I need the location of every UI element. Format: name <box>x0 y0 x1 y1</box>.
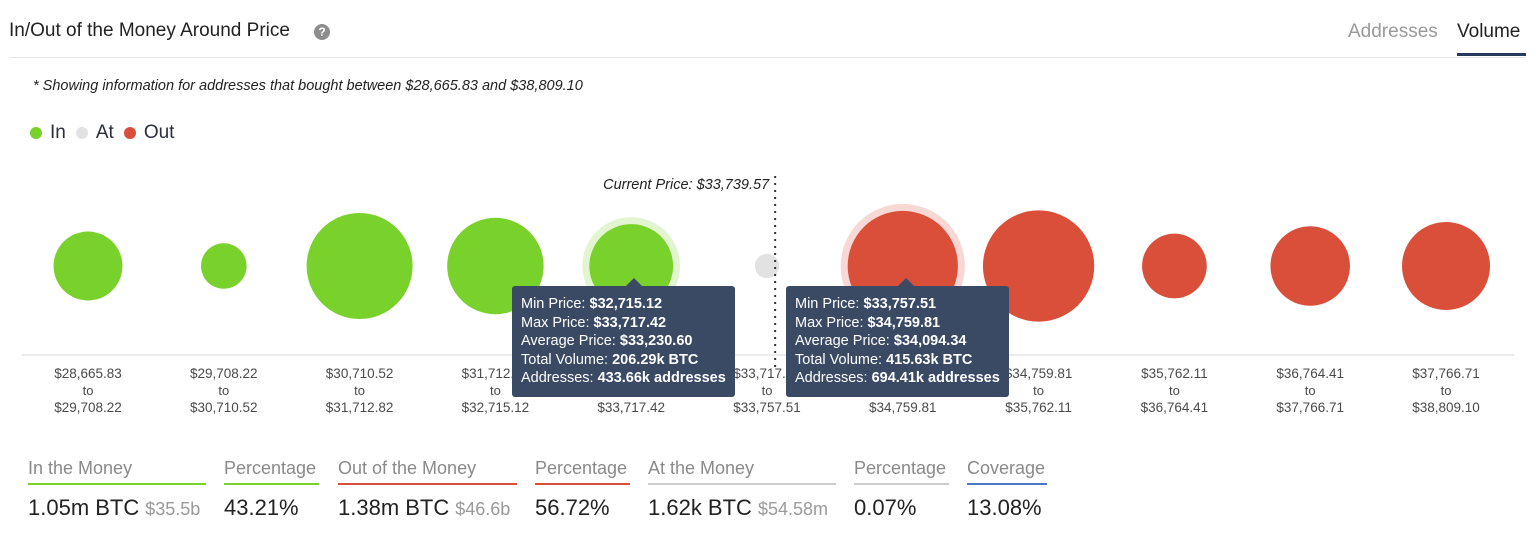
bubble-in-2[interactable] <box>306 213 413 319</box>
bubble-out-10[interactable] <box>1402 222 1490 310</box>
summary-stats: In the Money 1.05m BTC $35.5b Percentage … <box>0 458 1536 528</box>
range-label-10-1: to <box>1441 383 1452 398</box>
stat-at-percentage: Percentage 0.07% <box>854 458 949 521</box>
range-label-9-2: $37,766.71 <box>1276 400 1344 415</box>
stat-value: 1.05m BTC <box>28 495 140 520</box>
range-label-1-0: $29,708.22 <box>190 366 258 381</box>
range-label-2-1: to <box>354 383 365 398</box>
legend-item-out[interactable]: Out <box>123 122 175 144</box>
range-label-5-1: to <box>762 383 773 398</box>
range-label-2-0: $30,710.52 <box>326 366 394 381</box>
stat-in-percentage: Percentage 43.21% <box>224 458 319 521</box>
tab-addresses[interactable]: Addresses <box>1348 21 1438 42</box>
bubble-in-0[interactable] <box>53 231 123 301</box>
stat-at-the-money: At the Money 1.62k BTC $54.58m <box>648 458 836 521</box>
legend-dot-in <box>30 127 42 139</box>
stat-label: Coverage <box>967 458 1047 485</box>
range-label-7-1: to <box>1033 383 1044 398</box>
range-label-1-2: $30,710.52 <box>190 400 258 415</box>
legend-dot-out <box>123 127 136 139</box>
legend-label-at: At <box>95 122 114 143</box>
stat-label: Percentage <box>854 458 949 485</box>
stat-label: Percentage <box>535 458 630 485</box>
stat-coverage: Coverage 13.08% <box>967 458 1047 521</box>
active-tab-indicator <box>1457 53 1526 56</box>
tooltip-in-bubble: Min Price: $32,715.12 Max Price: $33,717… <box>512 278 735 397</box>
page-title: In/Out of the Money Around Price <box>9 20 290 41</box>
bubble-at-5[interactable] <box>754 253 780 279</box>
range-label-0-1: to <box>83 383 94 398</box>
help-icon[interactable]: ? <box>314 24 330 40</box>
range-label-8-1: to <box>1169 383 1180 398</box>
bubble-out-9[interactable] <box>1270 226 1350 306</box>
legend-dot-at <box>75 127 88 139</box>
stat-out-of-the-money: Out of the Money 1.38m BTC $46.6b <box>338 458 517 521</box>
range-label-0-2: $29,708.22 <box>54 400 122 415</box>
stat-sub: $46.6b <box>455 499 511 519</box>
range-label-7-0: $34,759.81 <box>1005 366 1073 381</box>
range-label-4-2: $33,717.42 <box>597 400 665 415</box>
legend-item-in[interactable]: In <box>30 122 66 144</box>
range-label-10-0: $37,766.71 <box>1412 366 1480 381</box>
range-label-0-0: $28,665.83 <box>54 366 122 381</box>
bubble-chart: $28,665.83 to $29,708.22 $29,708.22 to $30,71… <box>22 176 1514 415</box>
range-label-5-0: $33,717.42 <box>733 366 801 381</box>
range-label-5-2: $33,757.51 <box>733 400 801 415</box>
range-label-8-0: $35,762.11 <box>1141 366 1208 381</box>
stat-value: 13.08% <box>967 495 1042 520</box>
stat-label: Percentage <box>224 458 319 485</box>
range-label-9-1: to <box>1305 383 1316 398</box>
stat-value: 56.72% <box>535 495 610 520</box>
stat-label: At the Money <box>648 458 836 485</box>
stat-label: In the Money <box>28 458 206 485</box>
stat-value: 1.62k BTC <box>648 495 752 520</box>
stat-label: Out of the Money <box>338 458 517 485</box>
header-divider <box>9 57 1526 58</box>
bubble-in-1[interactable] <box>201 243 247 289</box>
range-label-2-2: $31,712.82 <box>326 400 394 415</box>
stat-value: 0.07% <box>854 495 917 520</box>
stat-sub: $54.58m <box>757 499 828 519</box>
tooltip-out-bubble: Min Price: $33,757.51 Max Price: $34,759… <box>786 278 1009 397</box>
legend: In At Out <box>30 122 184 144</box>
bubble-out-7[interactable] <box>982 210 1095 322</box>
range-label-3-1: to <box>490 383 501 398</box>
tab-volume[interactable]: Volume <box>1457 21 1521 42</box>
range-label-6-2: $34,759.81 <box>869 400 937 415</box>
range-note: * Showing information for addresses that… <box>33 78 583 94</box>
legend-label-out: Out <box>143 122 175 143</box>
legend-label-in: In <box>50 122 66 143</box>
range-label-7-2: $35,762.11 <box>1005 400 1072 415</box>
stat-value: 43.21% <box>224 495 299 520</box>
range-label-10-2: $38,809.10 <box>1412 400 1480 415</box>
stat-sub: $35.5b <box>145 499 201 519</box>
stat-value: 1.38m BTC <box>338 495 450 520</box>
stat-in-the-money: In the Money 1.05m BTC $35.5b <box>28 458 206 521</box>
current-price-label: Current Price: $33,739.57 <box>603 177 770 193</box>
range-label-9-0: $36,764.41 <box>1276 366 1344 381</box>
bubble-out-8[interactable] <box>1142 233 1207 299</box>
range-label-3-2: $32,715.12 <box>462 400 530 415</box>
panel-header: In/Out of the Money Around Price ? Addre… <box>0 0 1536 60</box>
range-label-8-2: $36,764.41 <box>1141 400 1209 415</box>
legend-item-at[interactable]: At <box>75 122 114 144</box>
stat-out-percentage: Percentage 56.72% <box>535 458 630 521</box>
range-label-1-1: to <box>218 383 229 398</box>
